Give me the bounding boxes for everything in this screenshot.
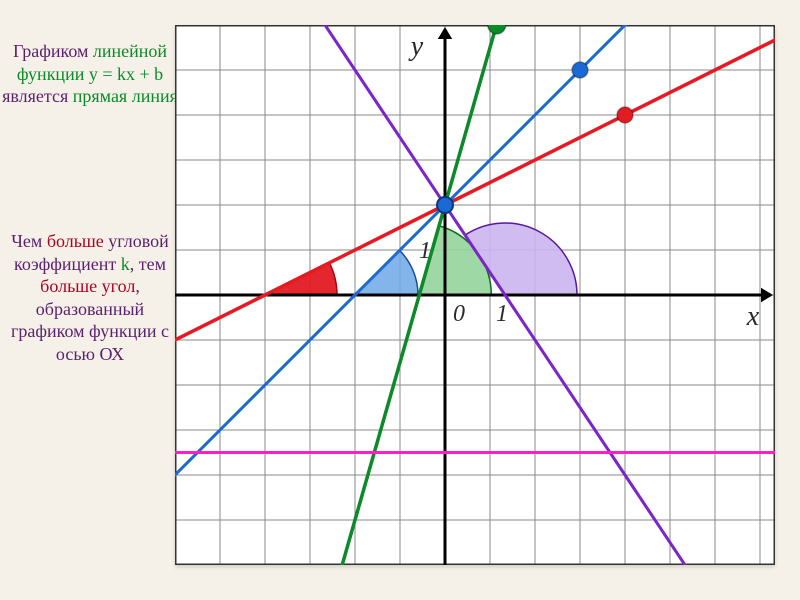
coordinate-plane: yx011 (175, 25, 775, 565)
x-tick-1: 1 (496, 301, 508, 327)
caption-top: Графиком линейной функции y = kx + b явл… (0, 40, 180, 108)
marker-red (617, 107, 633, 123)
caption-bottom: Чем больше угловой коэффициент k, тем бо… (0, 230, 180, 365)
plot-svg: yx011 (175, 25, 775, 565)
x-axis-label: x (746, 301, 760, 332)
page: Графиком линейной функции y = kx + b явл… (0, 0, 800, 600)
y-axis-label: y (408, 31, 424, 62)
marker-intersection (437, 197, 453, 213)
origin-label: 0 (453, 301, 465, 327)
marker-blue (572, 62, 588, 78)
